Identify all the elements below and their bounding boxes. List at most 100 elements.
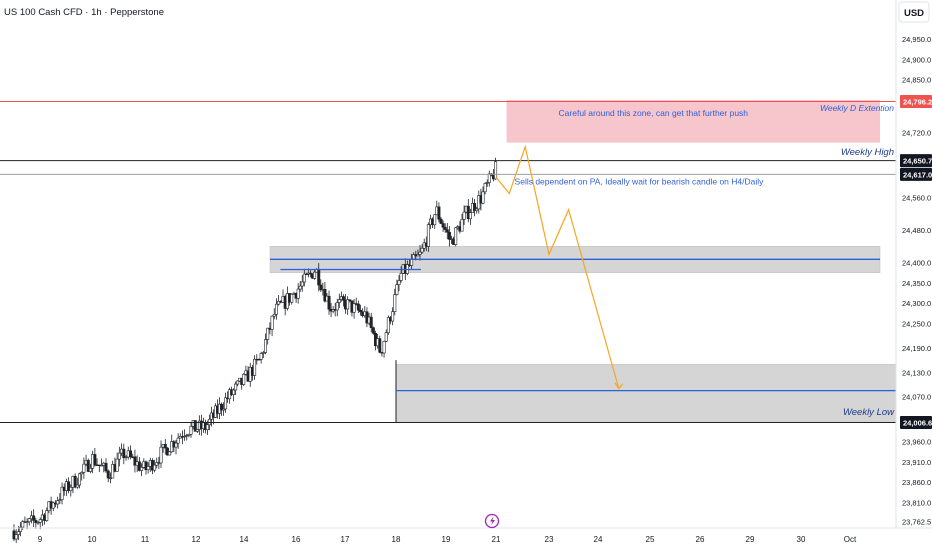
price-tick-label: 23,960.0 [902,437,931,446]
candle-body [454,227,458,245]
candle-body [104,462,108,472]
price-tick-label: 23,860.0 [902,478,931,487]
candle-body [236,380,240,385]
price-tick-label: 24,480.0 [902,226,931,235]
candle-body [193,420,197,432]
price-label-text: 24,796.2 [903,98,932,107]
candle-body [108,477,112,480]
weekly-high-label: Weekly High [841,147,894,158]
price-tick-label: 24,190.0 [902,344,931,353]
candle-body [460,219,464,232]
candle-body [60,486,64,501]
candle-body [124,456,128,459]
candle-body [224,397,228,410]
candle-body [395,284,399,295]
candle-body [473,203,477,212]
candle-body [34,520,38,524]
candle-body [32,515,36,521]
candle-body [272,313,276,317]
candle-body [137,461,141,471]
price-label-text: 24,650.7 [903,157,932,166]
candle-body [86,460,90,472]
price-tick-label: 24,400.0 [902,259,931,268]
candle-body [346,299,350,310]
candle-body [205,424,209,431]
candle-body [93,454,97,466]
candle-body [274,303,278,315]
candle-body [290,293,294,303]
time-tick-label: 17 [341,535,350,544]
currency-label: USD [904,8,924,19]
projection-arrowhead [614,382,624,390]
lightning-icon [490,516,495,526]
time-tick-label: Oct [844,535,857,544]
price-axis[interactable]: 24,950.0 24,900.0 24,850.0 24,720.0 24,560.0… [900,35,932,527]
candle-body [222,408,226,411]
time-tick-label: 9 [38,535,43,544]
candle-body [51,502,55,509]
candle-body [313,271,317,279]
candle-body [117,452,121,460]
demand-zone-lower [395,363,897,423]
candle-body [475,208,479,212]
candle-body [174,442,178,448]
candle-body [88,467,92,472]
candle-body [106,470,110,479]
candle-body [418,251,422,255]
candle-body [82,463,86,473]
candle-body [483,183,487,193]
candle-body [298,285,302,290]
candle-body [335,302,339,311]
candle-body [153,464,157,471]
candle-body [36,522,40,524]
price-tick-label: 23,810.0 [902,498,931,507]
candles-layer [12,157,498,543]
candle-body [253,358,257,376]
candle-body [73,475,77,488]
time-tick-label: 21 [492,535,501,544]
price-tick-label: 24,130.0 [902,368,931,377]
candle-body [443,226,447,230]
candle-body [323,289,327,302]
time-tick-label: 18 [392,535,401,544]
weekly-low-label: Weekly Low [843,407,895,418]
candle-body [58,499,62,501]
candle-body [494,161,498,180]
time-tick-label: 10 [88,535,97,544]
price-tick-label: 23,910.0 [902,458,931,467]
candle-body [38,519,42,523]
time-tick-label: 30 [797,535,806,544]
candle-body [277,301,281,305]
candle-body [133,456,137,466]
candle-body [19,526,23,532]
candle-body [45,510,49,521]
price-tick-label: 24,560.0 [902,194,931,203]
candle-body [468,212,472,220]
candle-body [399,273,403,281]
candle-body [259,353,263,360]
candle-body [441,223,445,228]
price-tick-label: 24,950.0 [902,35,931,44]
candle-body [16,531,20,535]
caution-zone [506,99,880,143]
candle-body [189,426,193,435]
candle-body [393,294,397,313]
candle-body [115,458,119,472]
candle-body [78,473,82,486]
currency-button[interactable] [898,1,930,23]
candle-body [183,435,187,438]
candle-body [220,403,224,411]
time-axis[interactable]: 9 10 11 12 14 16 17 18 19 21 23 24 25 26 29 30 Oct [38,535,857,544]
symbol-title: US 100 Cash CFD · 1h · Pepperstone [4,7,164,18]
time-tick-label: 23 [545,535,554,544]
candle-body [242,373,246,385]
candle-body [352,303,356,313]
candle-body [433,214,437,226]
candle-body [69,486,73,492]
candle-body [14,534,18,540]
time-tick-label: 24 [594,535,603,544]
candle-body [56,500,60,505]
candle-body [122,448,126,459]
